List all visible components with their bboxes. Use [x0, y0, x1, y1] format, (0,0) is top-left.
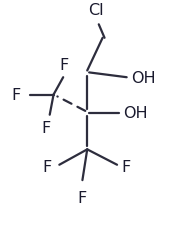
- Text: F: F: [60, 58, 69, 73]
- Text: Cl: Cl: [88, 2, 104, 17]
- Text: F: F: [78, 190, 87, 205]
- Text: F: F: [121, 159, 130, 174]
- Text: OH: OH: [132, 70, 156, 85]
- Text: OH: OH: [123, 106, 147, 121]
- Text: F: F: [42, 159, 52, 174]
- Text: F: F: [12, 88, 21, 103]
- Text: F: F: [41, 121, 50, 136]
